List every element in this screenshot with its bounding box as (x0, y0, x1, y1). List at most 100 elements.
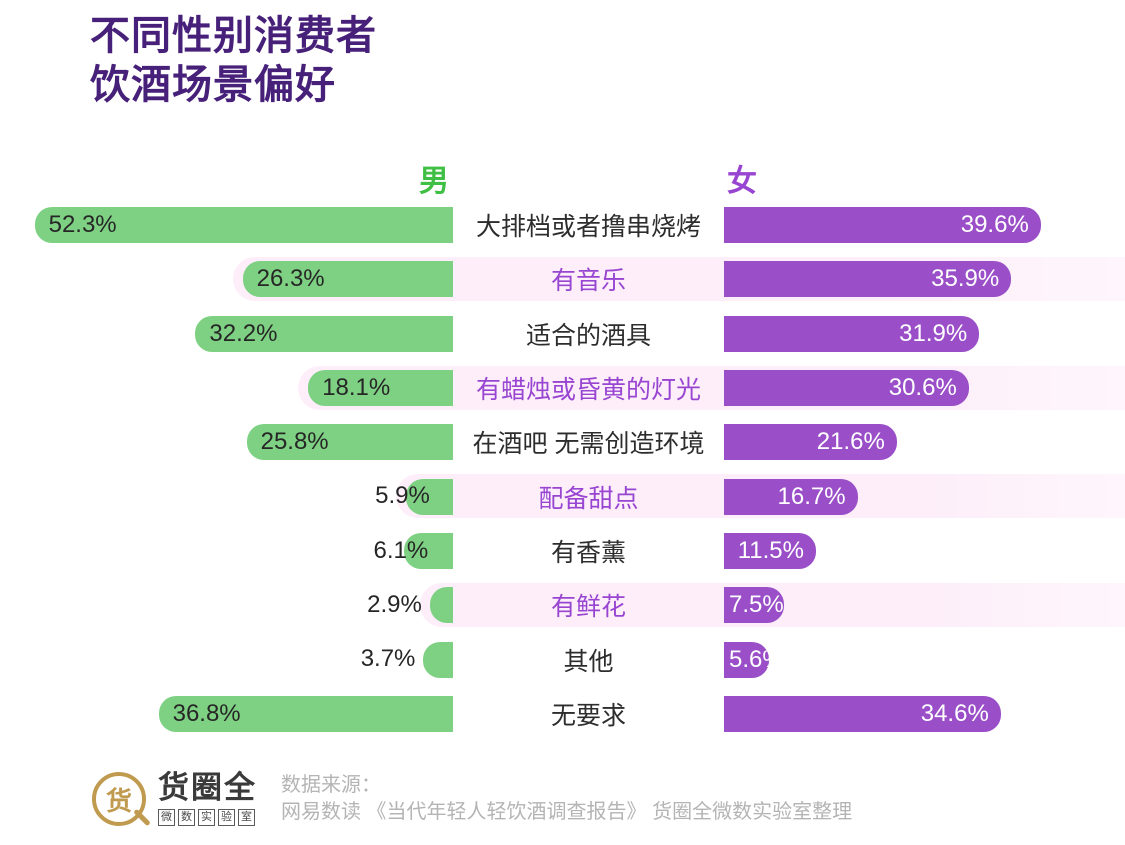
logo-subtitle-char: 微 (158, 808, 175, 826)
female-value-label: 39.6% (960, 211, 1029, 239)
male-value-label: 3.7% (360, 645, 416, 673)
category-label: 配备甜点 (538, 484, 639, 513)
logo-subtitle: 微数实验室 (158, 808, 257, 826)
logo-subtitle-char: 实 (198, 808, 215, 826)
male-bar (308, 370, 453, 407)
page-title: 不同性别消费者 饮酒场景偏好 (90, 12, 377, 110)
magnifier-handle (133, 808, 151, 827)
logo-text: 货圈全 微数实验室 (158, 772, 257, 826)
chart-row: 5.9% 配备甜点 16.7% (0, 469, 1125, 523)
male-bar-zone: 36.8% (0, 687, 453, 741)
female-bar: 31.9% (724, 315, 980, 352)
female-value-label: 5.6% (729, 645, 769, 673)
female-bar: 39.6% (724, 207, 1041, 244)
source-label: 数据来源： (281, 774, 381, 796)
male-bar-zone: 5.9% (0, 469, 453, 523)
logo-subtitle-char: 验 (218, 808, 235, 826)
male-bar-zone: 25.8% (0, 415, 453, 469)
female-bar: 30.6% (724, 370, 969, 407)
male-value-label: 2.9% (367, 591, 422, 619)
female-value-label: 34.6% (920, 699, 989, 727)
male-bar (195, 315, 453, 352)
logo-glyph: 货 (105, 785, 132, 816)
category-label: 大排档或者撸串烧烤 (475, 213, 701, 242)
category-label: 在酒吧 无需创造环境 (472, 430, 705, 459)
chart-row: 25.8% 在酒吧 无需创造环境 21.6% (0, 415, 1125, 469)
male-bar-zone: 26.3% (0, 252, 453, 306)
female-bar: 7.5% (724, 587, 784, 624)
category-label: 适合的酒具 (525, 321, 651, 350)
male-value-label: 6.1% (373, 536, 429, 564)
female-bar-zone: 39.6% (724, 198, 1125, 252)
chart-row: 36.8% 无要求 34.6% (0, 687, 1125, 741)
male-bar (246, 424, 453, 461)
male-bar-zone: 52.3% (0, 198, 453, 252)
logo-magnifier-icon: 货 (92, 772, 151, 827)
male-bar-zone: 2.9% (0, 578, 453, 632)
female-bar-zone: 34.6% (724, 687, 1125, 741)
male-bar (404, 532, 453, 569)
female-bar-zone: 30.6% (724, 361, 1125, 415)
male-value-label: 5.9% (375, 482, 430, 510)
female-bar-zone: 7.5% (724, 578, 1125, 632)
male-bar (405, 478, 453, 515)
male-bar (423, 641, 453, 678)
category-label: 有香薰 (550, 538, 626, 567)
male-value-label: 36.8% (172, 699, 241, 727)
data-source: 数据来源： 网易数读 《当代年轻人轻饮酒调查报告》 货圈全微数实验室整理 (281, 772, 852, 826)
male-value-label: 52.3% (48, 211, 117, 238)
female-bar-zone: 16.7% (724, 469, 1125, 523)
chart-row: 26.3% 有音乐 35.9% (0, 252, 1125, 306)
male-bar (158, 695, 453, 732)
chart-row: 6.1% 有香薰 11.5% (0, 524, 1125, 578)
male-value-label: 18.1% (322, 373, 391, 401)
female-bar: 34.6% (724, 695, 1001, 732)
female-bar-zone: 5.6% (724, 632, 1125, 686)
logo-name: 货圈全 (158, 770, 257, 806)
male-bar (34, 207, 453, 244)
female-bar: 21.6% (724, 424, 897, 461)
male-bar-zone: 3.7% (0, 632, 453, 686)
female-value-label: 21.6% (816, 428, 885, 456)
female-bar-zone: 31.9% (724, 307, 1125, 361)
title-line-1: 不同性别消费者 (90, 14, 377, 58)
female-value-label: 7.5% (729, 591, 784, 619)
female-bar: 11.5% (724, 532, 816, 569)
series-header-female: 女 (727, 165, 757, 198)
male-bar (429, 587, 453, 624)
male-bar-zone: 6.1% (0, 524, 453, 578)
male-bar (242, 261, 453, 298)
chart-row: 3.7% 其他 5.6% (0, 632, 1125, 686)
footer: 货 货圈全 微数实验室 数据来源： 网易数读 《当代年轻人轻饮酒调查报告》 货圈… (92, 772, 852, 827)
female-bar: 16.7% (724, 478, 858, 515)
female-bar-zone: 11.5% (724, 524, 1125, 578)
logo-subtitle-char: 数 (178, 808, 195, 826)
female-bar-zone: 35.9% (724, 252, 1125, 306)
category-label: 有音乐 (550, 267, 626, 296)
female-bar-zone: 21.6% (724, 415, 1125, 469)
male-value-label: 25.8% (260, 428, 329, 456)
chart-row: 32.2% 适合的酒具 31.9% (0, 307, 1125, 361)
series-header-male: 男 (419, 165, 449, 198)
female-value-label: 16.7% (777, 482, 846, 510)
male-bar-zone: 32.2% (0, 307, 453, 361)
male-value-label: 32.2% (209, 319, 278, 347)
category-label: 有鲜花 (550, 593, 626, 622)
female-value-label: 31.9% (899, 319, 968, 347)
male-value-label: 26.3% (256, 265, 325, 293)
female-bar: 5.6% (724, 641, 769, 678)
category-label: 其他 (563, 647, 614, 676)
female-value-label: 35.9% (931, 265, 1000, 293)
female-value-label: 30.6% (888, 374, 957, 402)
chart-rows: 52.3% 大排档或者撸串烧烤 39.6% 26.3% 有音乐 35.9% 32.2% 适合的… (0, 198, 1125, 741)
logo: 货 货圈全 微数实验室 (92, 772, 257, 827)
title-line-2: 饮酒场景偏好 (90, 63, 336, 108)
chart-row: 18.1% 有蜡烛或昏黄的灯光 30.6% (0, 361, 1125, 415)
category-label: 无要求 (550, 701, 626, 730)
male-bar-zone: 18.1% (0, 361, 453, 415)
logo-subtitle-char: 室 (238, 808, 255, 826)
category-label: 有蜡烛或昏黄的灯光 (475, 376, 701, 405)
source-text: 网易数读 《当代年轻人轻饮酒调查报告》 货圈全微数实验室整理 (281, 801, 853, 823)
chart-row: 52.3% 大排档或者撸串烧烤 39.6% (0, 198, 1125, 252)
